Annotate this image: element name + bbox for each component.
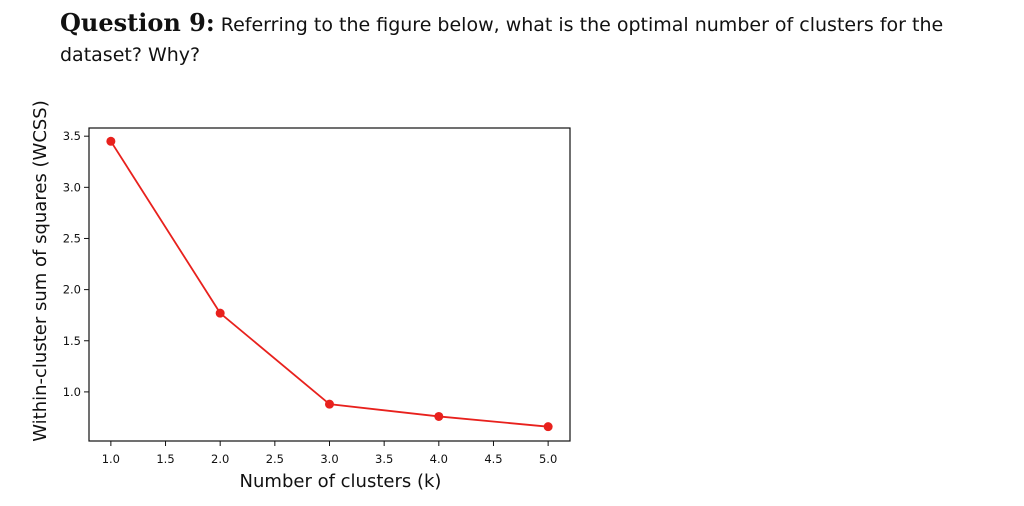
- x-tick-label: 4.5: [484, 452, 502, 466]
- y-tick-label: 3.0: [63, 180, 81, 194]
- data-point: [325, 399, 334, 409]
- x-axis: 1.0 1.5 2.0 2.5 3.0 3.5 4.0 4.5 5.0: [102, 441, 557, 466]
- x-tick-label: 3.0: [320, 452, 338, 466]
- data-point: [434, 411, 444, 421]
- plot-frame: [88, 127, 571, 442]
- x-tick-label: 1.5: [156, 452, 174, 466]
- question: Question 9: Referring to the figure belo…: [60, 8, 1010, 70]
- x-tick-label: 1.0: [102, 452, 120, 466]
- question-text: Referring to the figure below, what is t…: [60, 14, 944, 66]
- data-point: [543, 422, 553, 432]
- x-tick-label: 4.0: [430, 452, 448, 466]
- y-tick-label: 2.0: [63, 283, 81, 297]
- data-point: [215, 308, 225, 318]
- y-tick-label: 1.5: [63, 334, 81, 348]
- y-tick-label: 2.5: [63, 231, 81, 245]
- y-tick-label: 1.0: [63, 385, 81, 399]
- x-tick-label: 3.5: [375, 452, 393, 466]
- y-axis: 1.0 1.5 2.0 2.5 3.0 3.5: [63, 129, 89, 399]
- data-point: [106, 136, 116, 146]
- x-tick-label: 2.0: [211, 452, 229, 466]
- elbow-chart: 1.0 1.5 2.0 2.5 3.0 3.5 1.0 1.5 2.0 2.5 3.0 3.5 4.0…: [30, 100, 571, 492]
- x-axis-label: Number of clusters (k): [240, 471, 442, 492]
- y-axis-label: Within-cluster sum of squares (WCSS): [30, 100, 51, 442]
- x-tick-label: 2.5: [266, 452, 284, 466]
- y-tick-label: 3.5: [63, 129, 81, 143]
- question-label: Question 9:: [60, 8, 215, 37]
- series-layer: [106, 136, 553, 432]
- x-tick-label: 5.0: [539, 452, 557, 466]
